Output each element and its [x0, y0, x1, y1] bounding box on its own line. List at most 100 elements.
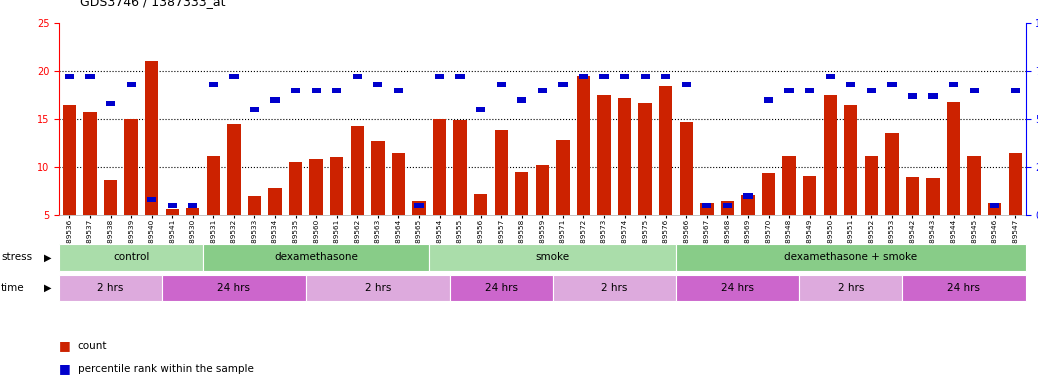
Bar	[783, 156, 796, 215]
Text: 2 hrs: 2 hrs	[838, 283, 864, 293]
Bar	[785, 88, 794, 93]
Text: smoke: smoke	[536, 252, 570, 262]
Bar	[701, 203, 713, 215]
Bar	[125, 119, 138, 215]
Bar	[844, 104, 857, 215]
Bar	[579, 74, 589, 79]
Text: 2 hrs: 2 hrs	[98, 283, 124, 293]
Bar	[805, 88, 814, 93]
Bar	[825, 74, 835, 79]
Bar	[906, 177, 919, 215]
Bar	[515, 172, 528, 215]
Bar	[291, 88, 300, 93]
Bar	[823, 95, 837, 215]
Text: ■: ■	[59, 339, 71, 352]
Text: dexamethasone: dexamethasone	[274, 252, 358, 262]
Bar	[680, 122, 693, 215]
Bar	[494, 130, 508, 215]
Text: GDS3746 / 1387333_at: GDS3746 / 1387333_at	[80, 0, 225, 8]
Bar	[885, 134, 899, 215]
Bar	[209, 82, 218, 87]
Bar	[638, 103, 652, 215]
Text: stress: stress	[1, 252, 32, 262]
Bar	[85, 74, 94, 79]
Bar	[289, 162, 302, 215]
Bar	[599, 74, 608, 79]
Bar	[248, 196, 262, 215]
Bar	[393, 88, 403, 93]
Bar	[661, 74, 671, 79]
Bar	[620, 74, 629, 79]
Bar	[188, 203, 197, 208]
Bar	[908, 93, 918, 99]
Text: 2 hrs: 2 hrs	[364, 283, 391, 293]
Text: dexamethasone + smoke: dexamethasone + smoke	[785, 252, 918, 262]
Bar	[145, 61, 159, 215]
Bar	[271, 97, 279, 103]
Text: 24 hrs: 24 hrs	[217, 283, 250, 293]
Bar	[722, 203, 732, 208]
Bar	[1009, 152, 1022, 215]
Bar	[309, 159, 323, 215]
Bar	[250, 107, 260, 112]
Bar	[517, 97, 526, 103]
Bar	[990, 203, 1000, 208]
Bar	[556, 140, 570, 215]
Bar	[496, 82, 506, 87]
Bar	[207, 156, 220, 215]
Text: 2 hrs: 2 hrs	[601, 283, 628, 293]
Bar	[454, 120, 467, 215]
Bar	[949, 82, 958, 87]
Bar	[682, 82, 691, 87]
Bar	[720, 200, 734, 215]
Bar	[762, 173, 775, 215]
Bar	[536, 165, 549, 215]
Bar	[967, 157, 981, 215]
Bar	[538, 88, 547, 93]
Bar	[1011, 88, 1020, 93]
Bar	[743, 193, 753, 199]
Bar	[167, 203, 176, 208]
Bar	[147, 197, 157, 202]
Bar	[412, 200, 426, 215]
Bar	[476, 107, 486, 112]
Bar	[64, 74, 74, 79]
Text: count: count	[78, 341, 107, 351]
Text: ▶: ▶	[44, 252, 51, 262]
Bar	[703, 203, 711, 208]
Text: ▶: ▶	[44, 283, 51, 293]
Bar	[186, 208, 199, 215]
Bar	[353, 74, 362, 79]
Bar	[311, 88, 321, 93]
Bar	[229, 74, 239, 79]
Bar	[618, 98, 631, 215]
Text: percentile rank within the sample: percentile rank within the sample	[78, 364, 253, 374]
Bar	[391, 152, 405, 215]
Bar	[865, 156, 878, 215]
Text: 24 hrs: 24 hrs	[485, 283, 518, 293]
Bar	[803, 176, 816, 215]
Bar	[414, 203, 424, 208]
Bar	[456, 74, 465, 79]
Text: control: control	[113, 252, 149, 262]
Bar	[659, 86, 673, 215]
Bar	[887, 82, 897, 87]
Bar	[269, 188, 281, 215]
Bar	[166, 209, 179, 215]
Bar	[127, 82, 136, 87]
Bar	[351, 126, 364, 215]
Bar	[474, 194, 488, 215]
Bar	[330, 157, 344, 215]
Bar	[577, 76, 591, 215]
Bar	[947, 102, 960, 215]
Bar	[332, 88, 342, 93]
Bar	[106, 101, 115, 106]
Bar	[741, 195, 755, 215]
Bar	[597, 95, 610, 215]
Text: 24 hrs: 24 hrs	[948, 283, 980, 293]
Text: ■: ■	[59, 362, 71, 375]
Bar	[988, 203, 1002, 215]
Text: time: time	[1, 283, 25, 293]
Bar	[104, 180, 117, 215]
Bar	[926, 177, 939, 215]
